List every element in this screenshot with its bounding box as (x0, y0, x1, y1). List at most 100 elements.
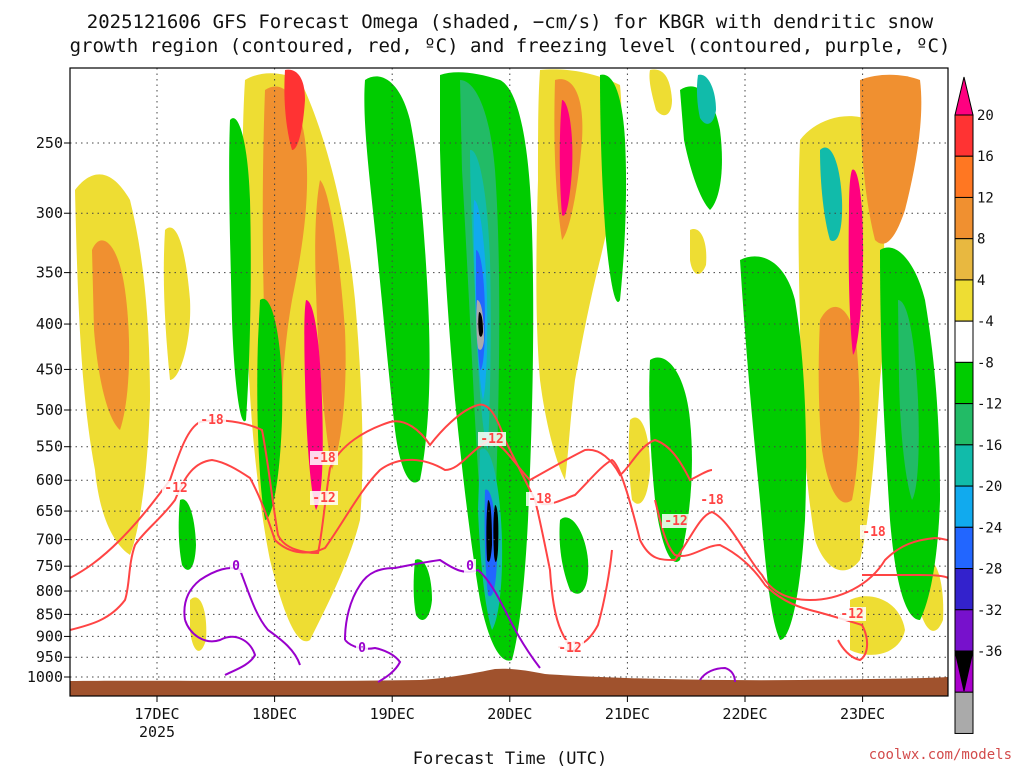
colorbar-label: -32 (977, 603, 1002, 619)
omega-band (413, 559, 432, 620)
dendritic-contour-label: -12 (664, 514, 687, 529)
colorbar-box (954, 361, 974, 405)
y-tick-label: 950 (36, 648, 63, 666)
freezing-contour-0 (344, 558, 541, 669)
credit-text: coolwx.com/models (869, 747, 1012, 763)
y-tick-label: 750 (36, 557, 63, 575)
omega-band (364, 76, 430, 483)
y-tick-label: 650 (36, 502, 63, 520)
contour-label-background (662, 514, 690, 528)
colorbar-box (954, 403, 974, 446)
colorbar-box (954, 444, 974, 487)
dendritic-contour-label: -12 (840, 607, 863, 622)
x-tick-label: 23DEC (840, 705, 885, 723)
colorbar-label: -20 (977, 479, 1002, 495)
x-tick-label: 17DEC (134, 705, 179, 723)
y-tick-label: 500 (36, 401, 63, 419)
y-tick-label: 850 (36, 605, 63, 623)
omega-band (178, 499, 196, 570)
colorbar-bottom-arrow (954, 650, 974, 692)
y-tick-label: 700 (36, 531, 63, 549)
dendritic-contour-label: -12 (558, 641, 581, 656)
omega-band (600, 74, 627, 302)
dendritic-contour-12 (69, 438, 713, 631)
freezing-contour-0 (699, 666, 736, 683)
dendritic-contour-12 (654, 499, 868, 662)
colorbar-label: 4 (977, 273, 985, 289)
contour-label-background (198, 413, 226, 427)
colorbar-box (954, 238, 974, 281)
colorbar-label: -28 (977, 562, 1002, 578)
omega-band (92, 240, 130, 430)
plot-frame (69, 67, 949, 697)
x-tick-label: 22DEC (722, 705, 767, 723)
dendritic-contour-label: -12 (480, 432, 503, 447)
colorbar-label: 16 (977, 149, 994, 165)
colorbar-label: 12 (977, 190, 994, 206)
dendritic-contour-label: -18 (200, 413, 224, 428)
x-year-label: 2025 (139, 723, 175, 741)
y-tick-label: 550 (36, 438, 63, 456)
dendritic-contour-label: -12 (312, 491, 335, 506)
omega-band (284, 69, 305, 150)
colorbar-box (954, 526, 974, 570)
dendritic-contour-label: -18 (528, 492, 552, 507)
colorbar-box (954, 279, 974, 322)
dendritic-contour-18 (862, 574, 949, 579)
contour-label-background (310, 451, 338, 465)
colorbar-label: -4 (977, 314, 994, 330)
omega-band (649, 69, 672, 116)
contour-label-background (230, 559, 242, 573)
contour-label-background (310, 491, 338, 505)
contour-label-background (526, 492, 554, 506)
omega-band (740, 256, 807, 640)
omega-band (315, 180, 346, 470)
omega-band (818, 306, 860, 503)
omega-band (478, 312, 483, 337)
x-tick-label: 20DEC (487, 705, 532, 723)
contour-label-background (162, 481, 190, 495)
colorbar: 20 16 12 8 4 -4 -8 -12 -16 -20 -24 -28 -32 -36 (954, 76, 1002, 734)
colorbar-label: -36 (977, 644, 1002, 660)
omega-shading (75, 69, 944, 661)
colorbar-label: -24 (977, 520, 1002, 536)
freezing-contour-label: 0 (358, 641, 366, 656)
contour-label-background (860, 525, 888, 539)
omega-band (190, 597, 207, 651)
dendritic-contour-label: -18 (862, 525, 886, 540)
dendritic-growth-contours (69, 403, 949, 662)
colorbar-box (954, 691, 974, 734)
chart-title-line-1: 2025121606 GFS Forecast Omega (shaded, −… (87, 11, 934, 33)
chart-title-line-2: growth region (contoured, red, ºC) and f… (70, 35, 951, 57)
x-tick-label: 21DEC (605, 705, 650, 723)
omega-band (163, 227, 191, 380)
omega-band (898, 300, 919, 500)
terrain-surface (70, 668, 948, 696)
colorbar-top-arrow (954, 76, 974, 116)
omega-band (229, 118, 251, 422)
colorbar-box (954, 155, 974, 198)
colorbar-box (954, 609, 974, 652)
omega-band (848, 169, 864, 355)
colorbar-box (954, 485, 974, 528)
omega-band (257, 298, 283, 520)
colorbar-label: -8 (977, 355, 994, 371)
omega-band (559, 100, 573, 216)
colorbar-label: 8 (977, 232, 985, 248)
omega-band (559, 517, 589, 594)
freezing-contour-label: 0 (466, 559, 474, 574)
colorbar-label: 20 (977, 108, 994, 124)
contour-label-background (356, 641, 368, 655)
freezing-contour-0 (184, 619, 257, 676)
y-tick-label: 800 (36, 582, 63, 600)
contour-label-background (556, 641, 584, 655)
x-axis: 17DEC 18DEC 19DEC 20DEC 21DEC 22DEC 23DEC 2025 (134, 696, 885, 741)
y-tick-label: 400 (36, 315, 63, 333)
colorbar-box (954, 196, 974, 240)
x-tick-label: 19DEC (370, 705, 415, 723)
x-axis-title: Forecast Time (UTC) (413, 749, 607, 768)
omega-band (690, 229, 707, 275)
omega-band (486, 500, 492, 562)
